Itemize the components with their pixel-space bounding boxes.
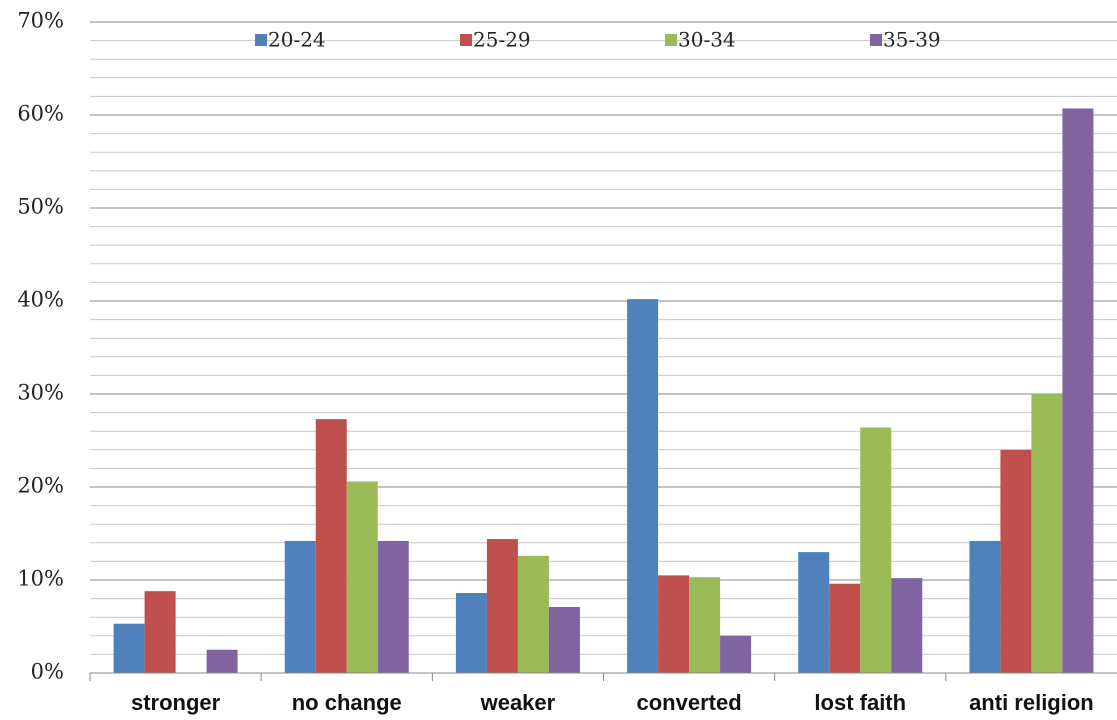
legend-label: 25-29 (473, 28, 531, 52)
bar (860, 427, 892, 673)
x-tick-label: converted (637, 690, 742, 715)
legend-label: 30-34 (678, 28, 736, 52)
bar (1062, 108, 1094, 674)
bar (206, 649, 238, 673)
bar (377, 540, 409, 673)
bar (548, 606, 580, 673)
bar (720, 635, 752, 673)
y-tick-label: 50% (17, 195, 64, 219)
legend-swatch (665, 34, 677, 46)
bar (486, 539, 518, 673)
y-tick-label: 30% (17, 381, 64, 405)
legend-swatch (870, 34, 882, 46)
y-tick-label: 0% (31, 660, 64, 684)
y-tick-label: 70% (17, 9, 64, 33)
x-tick-label: no change (292, 690, 402, 715)
y-tick-label: 40% (17, 288, 64, 312)
legend-label: 20-24 (268, 28, 326, 52)
x-tick-label: weaker (480, 690, 556, 715)
x-tick-label: lost faith (814, 690, 906, 715)
bar (658, 575, 690, 673)
bar (689, 577, 721, 673)
bar (144, 591, 176, 673)
bar (455, 593, 487, 673)
legend-swatch (255, 34, 267, 46)
x-tick-label: stronger (131, 690, 221, 715)
bar (517, 555, 549, 673)
bar (1000, 449, 1032, 673)
bar (113, 623, 145, 673)
x-tick-label: anti religion (969, 690, 1094, 715)
legend-swatch (460, 34, 472, 46)
y-tick-label: 20% (17, 474, 64, 498)
legend-label: 35-39 (883, 28, 941, 52)
y-tick-label: 60% (17, 102, 64, 126)
bar (1031, 394, 1063, 673)
bar (315, 419, 347, 673)
bar (284, 540, 316, 673)
bar (798, 552, 830, 673)
bar (829, 583, 861, 673)
bar (891, 578, 923, 673)
bar (969, 540, 1001, 673)
bar (627, 299, 659, 673)
bar (346, 481, 378, 673)
y-tick-label: 10% (17, 567, 64, 591)
